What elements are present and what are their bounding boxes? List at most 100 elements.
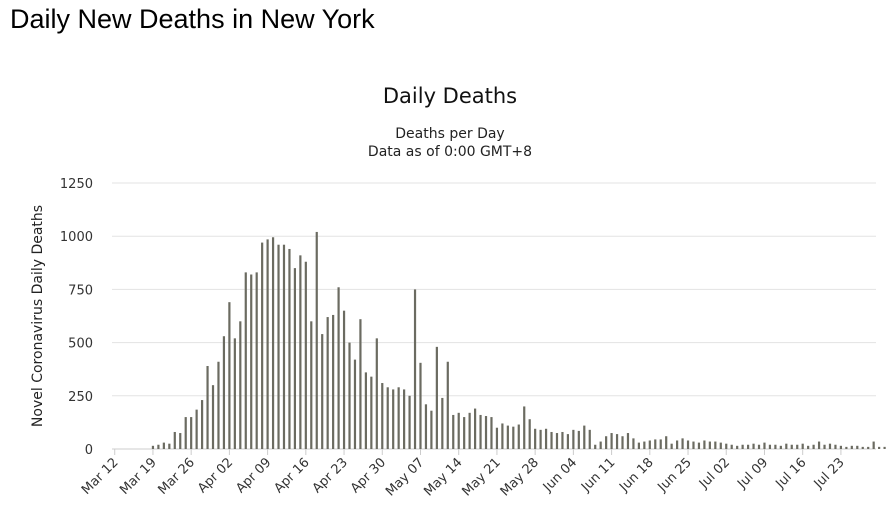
x-tick-label: Jun 25 (655, 455, 695, 495)
bar (457, 412, 460, 449)
y-tick-label: 1000 (60, 230, 93, 245)
y-tick-label: 250 (68, 390, 93, 405)
bar (550, 431, 553, 449)
bar (419, 362, 422, 449)
bar (577, 430, 580, 449)
bar (725, 443, 728, 449)
grid-lines (112, 182, 876, 450)
bar (282, 244, 286, 449)
bar (812, 444, 815, 449)
bar (561, 431, 564, 449)
bar (676, 440, 679, 449)
x-tick-label: Jul 02 (696, 455, 733, 492)
bar (332, 314, 335, 449)
bar (473, 408, 477, 449)
x-tick-label: May 14 (421, 455, 465, 499)
bar (692, 441, 695, 449)
bar (703, 440, 706, 449)
x-tick-label: Jul 09 (734, 455, 771, 492)
bar (512, 426, 515, 449)
bar (403, 389, 406, 449)
x-tick-label: Jun 11 (578, 455, 618, 495)
bar (785, 443, 788, 449)
x-tick-label: Apr 30 (348, 455, 389, 496)
bar (359, 319, 362, 449)
x-tick-label: Apr 02 (195, 455, 236, 496)
bar (594, 444, 597, 449)
bar (408, 395, 411, 449)
bar (151, 445, 155, 449)
bar (878, 446, 881, 449)
bar (299, 255, 302, 449)
bar (310, 321, 313, 449)
bar (610, 433, 613, 449)
bar (746, 444, 750, 449)
chart-subtitle: Deaths per Day (395, 126, 505, 142)
bar (261, 242, 264, 449)
y-tick-label: 500 (68, 337, 93, 352)
bar (233, 338, 236, 449)
bar (719, 442, 722, 449)
bar (397, 387, 400, 449)
chart-title: Daily Deaths (382, 84, 518, 108)
bar (850, 445, 853, 449)
bar (490, 417, 493, 449)
bar (370, 376, 373, 449)
x-tick-label: Mar 19 (117, 455, 160, 498)
bar (768, 444, 772, 449)
bar (168, 443, 171, 449)
bar (632, 438, 635, 449)
bar (867, 446, 870, 449)
bar (670, 443, 673, 449)
bar (686, 440, 690, 449)
bar (856, 445, 859, 449)
bar (255, 272, 258, 449)
bar (239, 321, 242, 449)
bar (266, 239, 269, 449)
bar-series (151, 231, 886, 449)
bar (834, 444, 837, 449)
bar (528, 419, 531, 449)
bar (468, 412, 471, 449)
y-tick-label: 1250 (60, 177, 93, 192)
bar (801, 443, 804, 449)
bar (708, 441, 711, 449)
bar (179, 433, 182, 449)
bar (430, 410, 433, 449)
bar (277, 244, 280, 449)
bar (648, 440, 651, 449)
bar (342, 310, 346, 449)
bar (386, 387, 389, 449)
bar (392, 389, 395, 449)
bar (190, 417, 193, 449)
bar (621, 436, 624, 449)
bar (626, 433, 630, 449)
bar (173, 431, 176, 449)
bar (752, 443, 755, 449)
bar (353, 359, 357, 449)
x-tick-label: Apr 09 (233, 455, 274, 496)
bar (555, 433, 559, 449)
bar (337, 287, 340, 449)
bar (779, 445, 782, 449)
bar (828, 443, 832, 449)
bar (883, 446, 886, 449)
bar (583, 425, 586, 449)
bar (364, 372, 367, 449)
bar (845, 446, 848, 449)
bar (659, 439, 662, 449)
bar (506, 425, 509, 449)
bar (463, 417, 466, 449)
bar (326, 317, 329, 449)
bar (572, 429, 575, 449)
x-tick-label: Mar 26 (155, 455, 198, 498)
bar (523, 406, 526, 449)
bar (757, 444, 761, 449)
bar (288, 248, 291, 449)
bar (774, 444, 777, 449)
bar (741, 444, 744, 449)
bar (697, 442, 701, 449)
bar (501, 423, 504, 449)
